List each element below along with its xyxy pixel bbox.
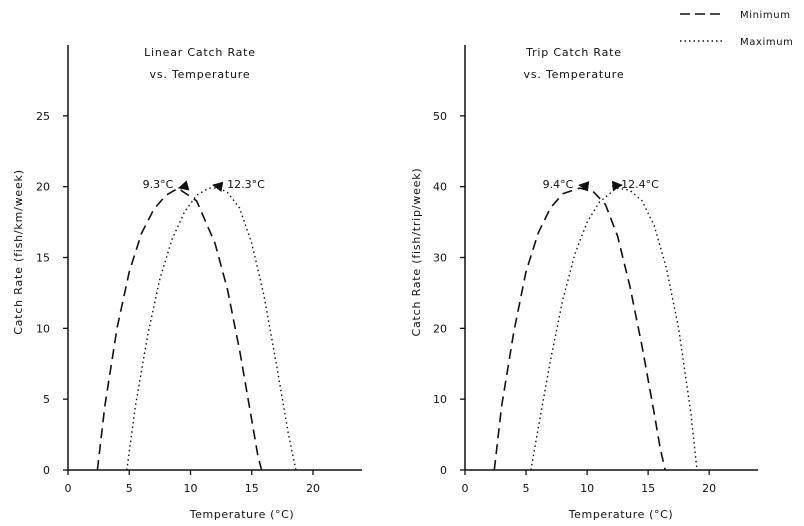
y-tick-label: 15 — [36, 252, 50, 265]
x-axis-label: Temperature (°C) — [568, 508, 674, 521]
y-tick-label: 0 — [440, 464, 447, 477]
x-tick-label: 10 — [184, 482, 198, 495]
annotation-arrow — [578, 181, 590, 192]
y-tick-label: 25 — [36, 110, 50, 123]
x-axis-label: Temperature (°C) — [189, 508, 295, 521]
chart-title-line-2: vs. Temperature — [150, 68, 251, 81]
x-tick-label: 0 — [462, 482, 469, 495]
x-tick-label: 10 — [580, 482, 594, 495]
legend-minimum-label: Minimum — [740, 10, 791, 21]
x-tick-label: 5 — [126, 482, 133, 495]
peak-annotation-label: 9.3°C — [143, 178, 174, 191]
chart-title-line-2: vs. Temperature — [524, 68, 625, 81]
x-tick-label: 5 — [523, 482, 530, 495]
series-maximum-line — [126, 187, 297, 471]
annotation-arrow — [611, 180, 623, 192]
chart-trip-catch-rate: Trip Catch Rate vs. Temperature Temperat… — [410, 45, 758, 521]
y-tick-label: 40 — [433, 181, 447, 194]
y-tick-label: 30 — [433, 252, 447, 265]
series-minimum-line — [96, 187, 263, 471]
legend: Minimum Maximum — [680, 10, 793, 48]
y-tick-label: 10 — [433, 393, 447, 406]
y-tick-label: 50 — [433, 110, 447, 123]
x-tick-label: 20 — [702, 482, 716, 495]
annotation-arrow — [177, 180, 190, 191]
y-tick-label: 20 — [433, 322, 447, 335]
y-tick-label: 0 — [43, 464, 50, 477]
x-tick-label: 15 — [245, 482, 259, 495]
peak-annotation-label: 12.3°C — [227, 178, 265, 191]
chart-title-line-1: Linear Catch Rate — [144, 46, 256, 59]
peak-annotation-label: 9.4°C — [543, 178, 574, 191]
series-minimum-line — [493, 187, 666, 471]
y-axis-label: Catch Rate (fish/trip/week) — [410, 168, 423, 337]
y-tick-label: 5 — [43, 393, 50, 406]
chart-linear-catch-rate: Linear Catch Rate vs. Temperature Temper… — [12, 45, 362, 521]
x-tick-label: 15 — [641, 482, 655, 495]
x-tick-label: 20 — [306, 482, 320, 495]
annotation-arrow — [212, 181, 224, 192]
x-tick-label: 0 — [65, 482, 72, 495]
y-tick-label: 10 — [36, 322, 50, 335]
legend-maximum-label: Maximum — [740, 37, 793, 48]
chart-title-line-1: Trip Catch Rate — [525, 46, 622, 59]
peak-annotation-label: 12.4°C — [621, 178, 659, 191]
series-maximum-line — [530, 187, 698, 471]
y-axis-label: Catch Rate (fish/km/week) — [12, 169, 25, 335]
y-tick-label: 20 — [36, 181, 50, 194]
